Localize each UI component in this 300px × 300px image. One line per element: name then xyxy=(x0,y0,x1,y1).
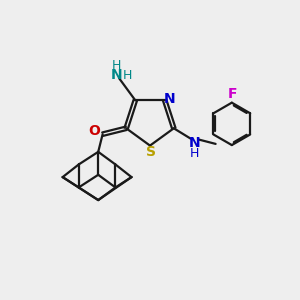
Text: N: N xyxy=(188,136,200,150)
Text: N: N xyxy=(164,92,176,106)
Text: H: H xyxy=(189,147,199,161)
Text: H: H xyxy=(112,59,122,72)
Text: N: N xyxy=(111,68,123,82)
Text: H: H xyxy=(123,69,132,82)
Text: F: F xyxy=(228,87,237,101)
Text: O: O xyxy=(88,124,100,138)
Text: S: S xyxy=(146,145,156,159)
